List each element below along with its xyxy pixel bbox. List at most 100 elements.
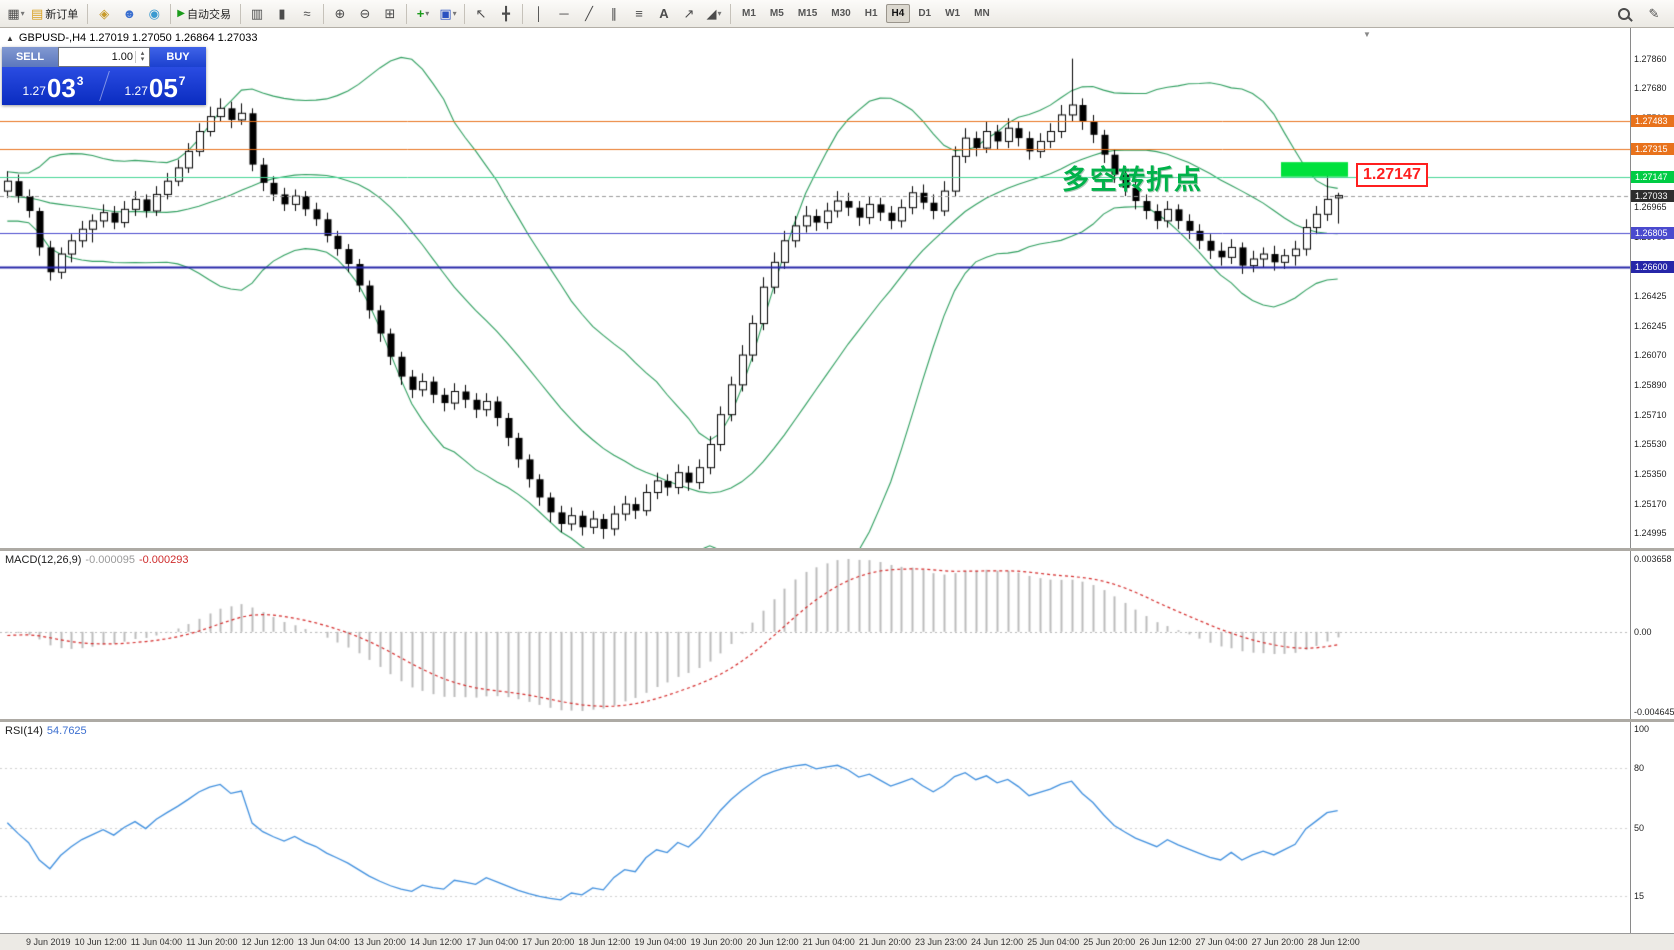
text-tool-icon[interactable]: A [659,6,669,21]
tile-windows-icon[interactable]: ⊞ [384,5,396,21]
search-icon[interactable] [1612,3,1636,25]
price-tick: 1.26070 [1634,350,1667,360]
indicators-button[interactable]: + ▾ [411,3,435,25]
timeframe-W1[interactable]: W1 [945,8,961,19]
price-callout-label[interactable]: 1.27147 [1356,163,1428,187]
collapse-trade-panel-icon[interactable]: ▲ [6,33,14,43]
auto-trading-button[interactable]: ▶ 自动交易 [175,3,236,25]
buy-button[interactable]: BUY [150,47,206,67]
price-tick: 1.27680 [1634,83,1667,93]
volume-value[interactable]: 1.00 [111,51,133,63]
rsi-label: RSI(14) 54.7625 [5,725,87,737]
new-chart-icon[interactable]: ▦ ▾ [4,3,28,25]
toolbar-separator [87,3,89,24]
toolbar: ▦ ▾ ▤ 新订单 ◈ ☻ ◉ ▶ 自动交易 ▥ ▮ ≈ ⊕ ⊖ ⊞ + ▾ ▣ ▾ … [0,0,1674,28]
scroll-to-end-marker-icon[interactable]: ▼ [1363,30,1371,39]
macd-signal-value: -0.000293 [138,554,189,566]
volume-down-icon[interactable]: ▾ [140,56,145,63]
time-axis-label: 19 Jun 04:00 [634,937,687,947]
new-order-label: 新订单 [45,8,79,21]
time-axis-label: 10 Jun 12:00 [74,937,127,947]
rsi-panel[interactable]: RSI(14) 54.7625 [0,722,1630,933]
macd-name: MACD(12,26,9) [5,554,82,566]
bar-chart-mode-icon[interactable]: ▥ [250,5,264,21]
price-level-label: 1.26805 [1631,227,1674,239]
zoom-out-icon[interactable]: ⊖ [359,5,371,21]
sell-price-main: 03 [46,73,76,103]
price-tick: 1.25710 [1634,410,1667,420]
price-tick: 1.24995 [1634,528,1667,538]
buy-price-main: 05 [148,73,178,103]
news-icon[interactable]: ◉ [148,5,160,21]
arrows-tool-icon[interactable]: ↗ [683,5,695,21]
sell-price[interactable]: 1.27 03 3 [2,67,104,105]
time-axis-label: 21 Jun 20:00 [858,937,911,947]
price-tick: 1.25530 [1634,439,1667,449]
panel-splitter[interactable] [0,719,1674,722]
candlestick-mode-icon[interactable]: ▮ [278,5,286,21]
timeframe-M5[interactable]: M5 [769,8,784,19]
crosshair-tool-icon[interactable]: ╋ [502,5,510,21]
time-axis-label: 28 Jun 12:00 [1307,937,1360,947]
time-axis[interactable]: 9 Jun 2019 10 Jun 12:00 11 Jun 04:00 11 Jun… [0,933,1674,950]
chevron-down-icon: ▾ [717,9,722,18]
chevron-down-icon: ▾ [452,9,457,18]
timeframe-M1[interactable]: M1 [742,8,756,19]
channel-tool-icon[interactable]: ∥ [610,5,618,21]
timeframe-MN[interactable]: MN [974,8,990,19]
shapes-tool-button[interactable]: ◢ ▾ [702,3,726,25]
price-tick: 1.27860 [1634,54,1667,64]
annotation-text[interactable]: 多空转折点 [1062,165,1202,195]
zoom-in-icon[interactable]: ⊕ [334,5,346,21]
time-axis-label: 20 Jun 12:00 [746,937,799,947]
price-chart-panel[interactable]: ▲ GBPUSD-,H4 1.27019 1.27050 1.26864 1.2… [0,28,1630,548]
time-axis-label: 11 Jun 04:00 [130,937,183,947]
volume-stepper[interactable]: ▴ ▾ [135,50,149,63]
volume-input[interactable]: 1.00 ▴ ▾ [58,47,150,67]
rsi-canvas[interactable] [0,722,1630,933]
vertical-line-tool-icon[interactable]: │ [534,6,544,21]
buy-price[interactable]: 1.27 05 7 [104,67,206,105]
sell-button[interactable]: SELL [2,47,58,67]
price-level-label: 1.27315 [1631,143,1674,155]
price-tick: 1.26965 [1634,202,1667,212]
timeframe-M15[interactable]: M15 [797,8,818,19]
rsi-value: 54.7625 [46,725,87,737]
chart-ohlc-title: GBPUSD-,H4 1.27019 1.27050 1.26864 1.270… [18,32,258,44]
timeframe-M30[interactable]: M30 [831,8,851,19]
time-labels: 9 Jun 2019 10 Jun 12:00 11 Jun 04:00 11 Jun… [0,937,1360,947]
horizontal-line-tool-icon[interactable]: ─ [559,6,569,21]
mql5-market-icon[interactable]: ◈ [99,5,110,21]
fibonacci-tool-icon[interactable]: ≡ [635,6,643,21]
chart-title: ▲ GBPUSD-,H4 1.27019 1.27050 1.26864 1.2… [6,32,257,44]
price-scale-column[interactable]: 1.278601.276801.275001.273251.271451.269… [1630,28,1674,933]
macd-scale-zero: 0.00 [1634,627,1652,637]
shapes-icon: ◢ [706,5,717,21]
toolbar-right-group: ✎ [1612,3,1670,25]
toolbar-separator [240,3,241,24]
timeframe-H4[interactable]: H4 [885,4,911,23]
time-axis-label: 14 Jun 12:00 [409,937,462,947]
price-tick: 1.26245 [1634,321,1667,331]
price-level-label: 1.27483 [1631,115,1674,127]
macd-panel[interactable]: MACD(12,26,9) -0.000095 -0.000293 [0,551,1630,719]
new-order-icon: ▤ [31,5,44,21]
trendline-tool-icon[interactable]: ╱ [585,5,593,21]
panel-splitter[interactable] [0,548,1674,551]
new-order-button[interactable]: ▤ 新订单 [29,3,83,25]
profile-icon[interactable]: ☻ [122,6,137,21]
macd-canvas[interactable] [0,551,1630,719]
price-chart-canvas[interactable] [0,28,1630,548]
time-axis-label: 12 Jun 12:00 [241,937,294,947]
objects-button[interactable]: ▣ ▾ [436,3,460,25]
timeframe-H1[interactable]: H1 [864,8,878,19]
edit-pencil-icon[interactable]: ✎ [1648,5,1660,21]
line-chart-mode-icon[interactable]: ≈ [303,6,311,21]
cursor-tool-icon[interactable]: ↖ [475,5,487,21]
time-axis-label: 27 Jun 20:00 [1251,937,1304,947]
rsi-scale-50: 50 [1634,823,1645,833]
timeframe-D1[interactable]: D1 [918,8,932,19]
volume-up-icon[interactable]: ▴ [140,50,145,57]
toolbar-separator [730,3,731,24]
time-axis-label: 26 Jun 12:00 [1139,937,1192,947]
